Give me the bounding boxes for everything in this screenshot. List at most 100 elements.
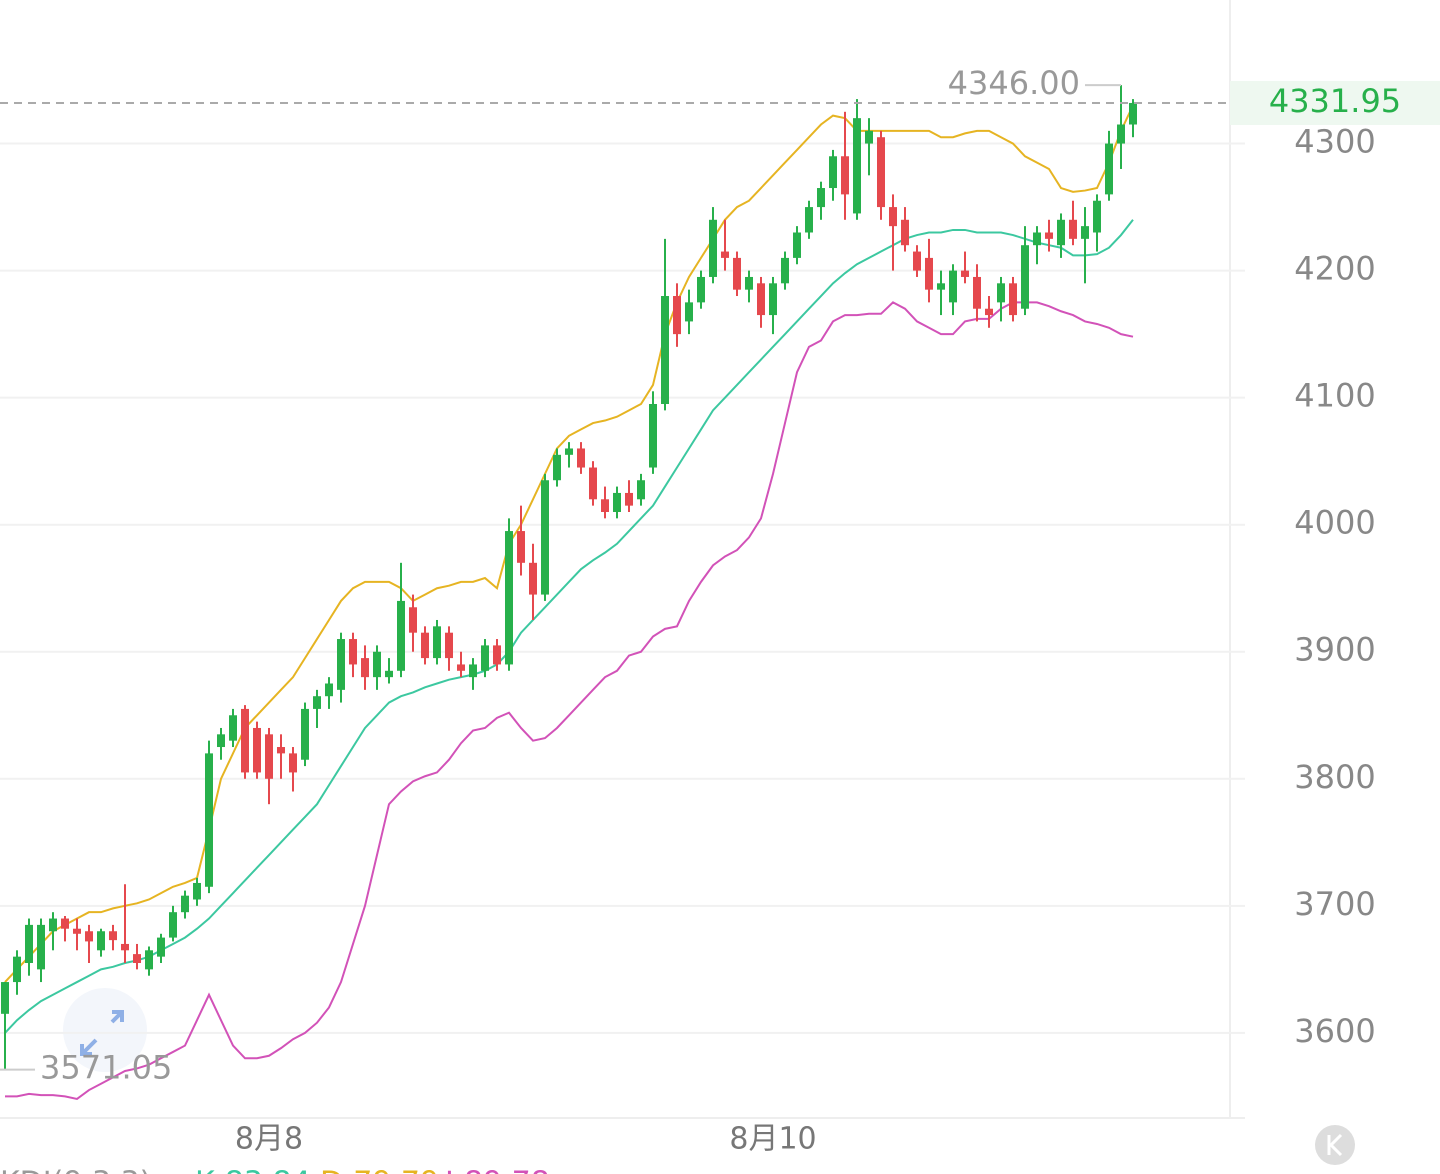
y-tick-label: 4000 (1294, 504, 1375, 542)
candle-body (961, 270, 969, 277)
candle-body (817, 188, 825, 208)
candle-body (253, 727, 261, 773)
y-tick-label: 3800 (1294, 758, 1375, 796)
indicator-label: K:83.84 (195, 1166, 311, 1174)
candle-body (877, 137, 885, 208)
candle-body (1057, 219, 1065, 246)
y-tick-label: 4200 (1294, 250, 1375, 288)
indicator-label: D:79.79 (320, 1166, 439, 1174)
x-tick-label: 8月8 (235, 1122, 303, 1157)
zoom-icon[interactable] (63, 988, 147, 1072)
candle-body (145, 950, 153, 970)
candle-body (469, 664, 477, 678)
candle-body (481, 645, 489, 671)
band-line (5, 301, 1134, 1101)
candle-body (61, 918, 69, 929)
candle-body (85, 931, 93, 942)
candle-body (385, 670, 393, 678)
zoom-icon-arrows[interactable] (80, 1010, 124, 1056)
candle-body (265, 734, 273, 779)
candle-body (889, 207, 897, 227)
candle-body (1021, 245, 1029, 309)
candle-body (337, 639, 345, 690)
candle-body (397, 600, 405, 671)
candle-body (745, 276, 753, 290)
candle-body (433, 626, 441, 659)
kline-button-icon[interactable] (1327, 1133, 1343, 1157)
candle-body (529, 562, 537, 595)
candle-body (673, 296, 681, 335)
candle-body (937, 283, 945, 290)
candle-body (1033, 232, 1041, 246)
candle-body (313, 696, 321, 709)
candle-body (709, 219, 717, 277)
y-tick-label: 3700 (1294, 885, 1375, 923)
candle-body (733, 257, 741, 290)
candle-body (421, 632, 429, 659)
candle-body (1, 982, 9, 1014)
candle-body (985, 308, 993, 316)
y-tick-label: 4100 (1294, 377, 1375, 415)
candle-body (301, 708, 309, 760)
candle-body (1129, 102, 1137, 125)
candle-body (517, 531, 525, 563)
kline-button-bg[interactable] (1315, 1125, 1355, 1165)
y-tick-label: 3600 (1294, 1012, 1375, 1050)
candle-body (193, 882, 201, 900)
candle-body (769, 283, 777, 316)
candle-body (793, 232, 801, 258)
candle-body (1045, 232, 1053, 239)
candle-body (613, 492, 621, 512)
candle-body (157, 937, 165, 957)
candle-body (1105, 143, 1113, 195)
band-line (4, 105, 1134, 983)
candle-body (1069, 219, 1077, 239)
candle-body (721, 251, 729, 258)
candle-body (361, 658, 369, 678)
candle-body (757, 283, 765, 316)
candle-body (121, 943, 129, 951)
candle-body (457, 664, 465, 671)
candle-body (97, 931, 105, 951)
candle-body (697, 276, 705, 303)
candle-body (493, 645, 501, 665)
candle-body (25, 924, 33, 964)
candle-body (49, 918, 57, 932)
candle-body (949, 270, 957, 303)
candle-body (289, 753, 297, 773)
candle-body (553, 454, 561, 481)
candle-body (565, 448, 573, 455)
candle-body (925, 257, 933, 290)
candle-body (913, 251, 921, 271)
min-price-label: 3571.05 (40, 1049, 172, 1087)
kline-button[interactable] (1315, 1125, 1355, 1165)
candle-body (217, 734, 225, 748)
candle-body (589, 467, 597, 500)
candle-body (541, 480, 549, 595)
candle-body (841, 156, 849, 195)
candle-body (109, 931, 117, 941)
candle-body (73, 928, 81, 934)
last-price-label: 4331.95 (1269, 82, 1401, 120)
candle-body (373, 651, 381, 678)
indicator-label: J:89.78 (443, 1166, 550, 1174)
candle-body (781, 257, 789, 284)
candle-body (1117, 124, 1125, 144)
candle-body (181, 895, 189, 913)
candle-body (685, 302, 693, 322)
y-tick-label: 3900 (1294, 631, 1375, 669)
candle-body (973, 276, 981, 309)
candle-body (205, 753, 213, 887)
candle-body (409, 607, 417, 633)
candle-body (229, 715, 237, 741)
candle-body (661, 296, 669, 405)
candle-body (169, 912, 177, 938)
candle-body (805, 207, 813, 233)
candle-body (577, 448, 585, 468)
candle-body (1009, 283, 1017, 316)
candle-body (829, 156, 837, 189)
y-tick-label: 4300 (1294, 123, 1375, 161)
candle-body (13, 956, 21, 983)
